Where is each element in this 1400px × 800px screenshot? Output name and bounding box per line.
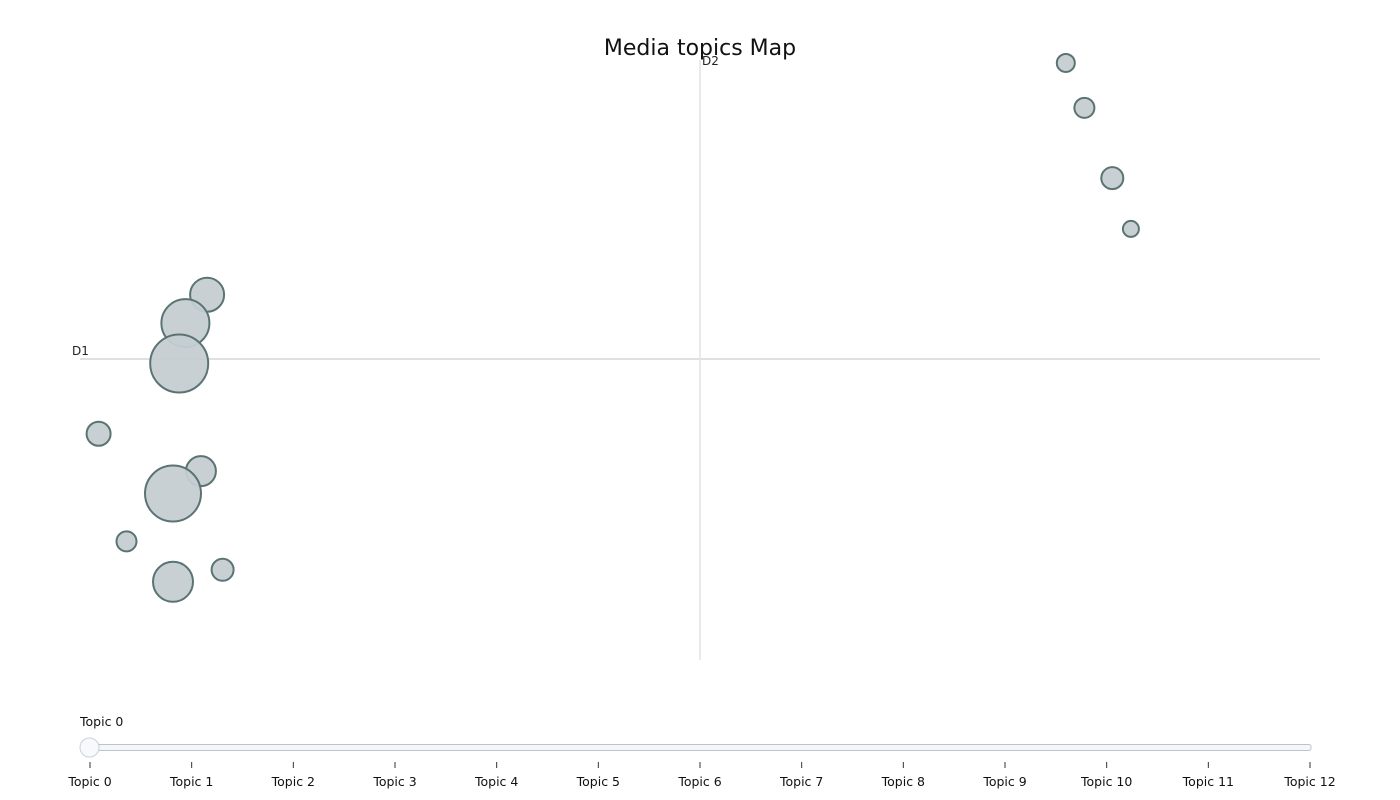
chart-title: Media topics Map — [604, 36, 796, 61]
d2-axis-label: D2 — [702, 54, 719, 68]
slider-tick-label[interactable]: Topic 5 — [576, 774, 620, 789]
topic-bubble-7[interactable] — [85, 420, 112, 447]
d1-axis-label: D1 — [72, 344, 89, 358]
axes-group: D1 D2 — [72, 54, 1320, 660]
bubbles-group — [85, 52, 1140, 603]
slider-tick-label[interactable]: Topic 1 — [169, 774, 213, 789]
topic-bubble-9[interactable] — [144, 464, 202, 523]
slider-ticks: Topic 0 Topic 1 Topic 2 Topic 3 Topic 4 Topic… — [67, 762, 1336, 789]
topic-bubble-10[interactable] — [115, 530, 138, 553]
topic-bubble-6[interactable] — [149, 333, 210, 394]
slider-tick-label[interactable]: Topic 11 — [1182, 774, 1234, 789]
slider-rail[interactable] — [87, 744, 1312, 751]
topic-bubble-1[interactable] — [1073, 96, 1096, 119]
slider-tick-label[interactable]: Topic 3 — [372, 774, 416, 789]
slider-tick-label[interactable]: Topic 7 — [779, 774, 823, 789]
topic-bubble-11[interactable] — [210, 557, 235, 582]
slider-tick-label[interactable]: Topic 2 — [271, 774, 315, 789]
slider-tick-label[interactable]: Topic 12 — [1283, 774, 1335, 789]
topic-bubble-0[interactable] — [1055, 52, 1076, 73]
topic-bubble-12[interactable] — [152, 560, 194, 603]
slider-tick-label[interactable]: Topic 8 — [881, 774, 925, 789]
slider-handle[interactable] — [79, 737, 100, 758]
topic-bubble-2[interactable] — [1100, 166, 1125, 191]
topic-bubble-3[interactable] — [1121, 219, 1140, 238]
slider-tick-label[interactable]: Topic 4 — [474, 774, 518, 789]
slider-tick-label[interactable]: Topic 9 — [982, 774, 1026, 789]
slider-tick-label[interactable]: Topic 6 — [677, 774, 721, 789]
slider-tick-label[interactable]: Topic 10 — [1080, 774, 1132, 789]
topic-slider[interactable]: Topic 0 Topic 0 Topic 1 Topic 2 Topic 3 Topi… — [67, 714, 1335, 789]
slider-current-label: Topic 0 — [79, 714, 123, 729]
slider-tick-label[interactable]: Topic 0 — [67, 774, 111, 789]
